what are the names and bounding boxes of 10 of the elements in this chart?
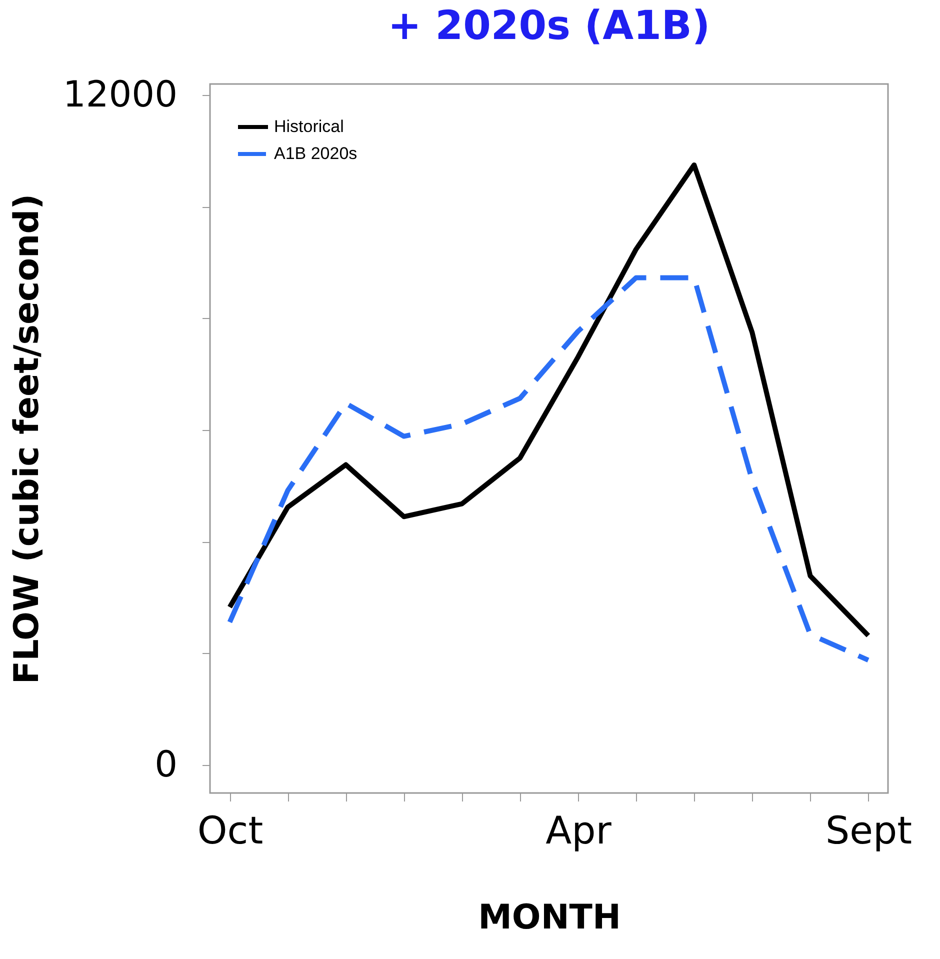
chart-title: + 2020s (A1B) <box>388 3 710 50</box>
x-tick-label: Sept <box>826 808 912 852</box>
legend-label: Historical <box>274 117 344 136</box>
y-tick-label: 12000 <box>62 74 178 116</box>
x-tick-label: Oct <box>197 808 264 852</box>
legend-label: A1B 2020s <box>274 144 358 163</box>
y-axis-title: FLOW (cubic feet/second) <box>6 194 47 684</box>
x-tick-label: Apr <box>546 808 612 852</box>
x-axis-title: MONTH <box>478 898 621 938</box>
y-tick-label: 0 <box>154 744 178 786</box>
